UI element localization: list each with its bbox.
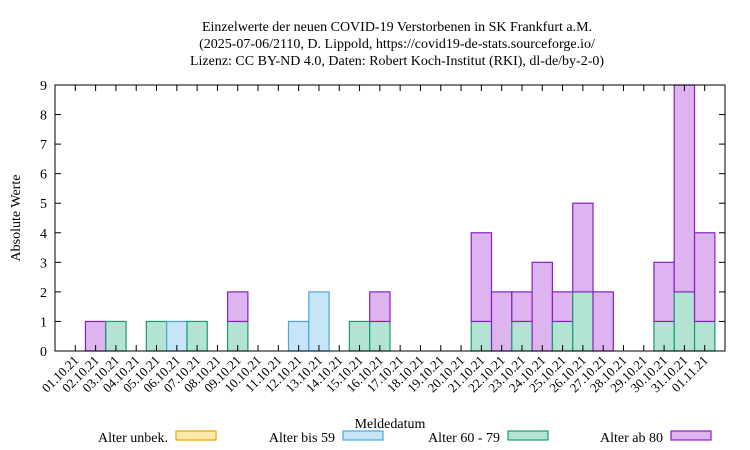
y-tick-label-5: 5 xyxy=(40,197,47,212)
y-tick-label-8: 8 xyxy=(40,109,47,124)
legend-label-2: Alter 60 - 79 xyxy=(428,431,500,446)
y-tick-label-0: 0 xyxy=(40,345,47,360)
legend-swatch-3 xyxy=(670,430,712,441)
legend: Alter unbek. Alter bis 59 Alter 60 - 79 Alt… xyxy=(98,430,712,446)
y-tick-label-4: 4 xyxy=(40,227,47,242)
bar-27-10-21-series-3 xyxy=(592,291,614,352)
plot-area-frame xyxy=(54,84,726,352)
y-axis-label: Absolute Werte xyxy=(9,175,24,262)
bar-30-10-21-series-3 xyxy=(653,261,675,323)
y-axis-ticks: 0 1 2 3 4 5 6 7 8 9 xyxy=(40,79,725,360)
y-tick-label-1: 1 xyxy=(40,315,47,330)
chart-title-line-2: (2025-07-06/2110, D. Lippold, https://co… xyxy=(199,37,595,52)
y-tick-label-7: 7 xyxy=(40,138,47,153)
y-tick-label-9: 9 xyxy=(40,79,47,94)
y-tick-label-2: 2 xyxy=(40,286,47,301)
bar-09-10-21-series-3 xyxy=(226,291,249,323)
legend-swatch-0 xyxy=(175,430,217,441)
legend-label-3: Alter ab 80 xyxy=(600,431,663,446)
y-tick-label-6: 6 xyxy=(40,168,47,183)
bar-25-10-21-series-3 xyxy=(551,291,574,323)
bar-31-10-21-series-3 xyxy=(673,84,696,293)
bar-31-10-21-series-2 xyxy=(673,291,696,352)
bar-23-10-21-series-3 xyxy=(511,291,533,323)
bar-16-10-21-series-3 xyxy=(369,291,391,323)
bar-22-10-21-series-3 xyxy=(490,291,513,352)
x-axis-label: Meldedatum xyxy=(355,417,426,432)
bar-01-11-21-series-3 xyxy=(693,232,716,323)
bar-26-10-21-series-3 xyxy=(572,202,594,293)
bar-21-10-21-series-3 xyxy=(470,232,493,323)
chart-title-line-1: Einzelwerte der neuen COVID-19 Verstorbe… xyxy=(202,20,592,35)
bar-13-10-21-series-1 xyxy=(308,291,330,352)
legend-swatch-1 xyxy=(342,430,384,441)
bar-26-10-21-series-2 xyxy=(572,291,594,352)
legend-swatch-2 xyxy=(507,430,549,441)
legend-label-0: Alter unbek. xyxy=(98,431,168,446)
chart-title: Einzelwerte der neuen COVID-19 Verstorbe… xyxy=(190,20,604,69)
y-tick-label-3: 3 xyxy=(40,256,47,271)
bar-24-10-21-series-3 xyxy=(531,261,554,352)
chart-title-line-3: Lizenz: CC BY-ND 4.0, Daten: Robert Koch… xyxy=(190,54,604,69)
bars-layer xyxy=(84,84,716,352)
legend-label-1: Alter bis 59 xyxy=(269,431,335,446)
